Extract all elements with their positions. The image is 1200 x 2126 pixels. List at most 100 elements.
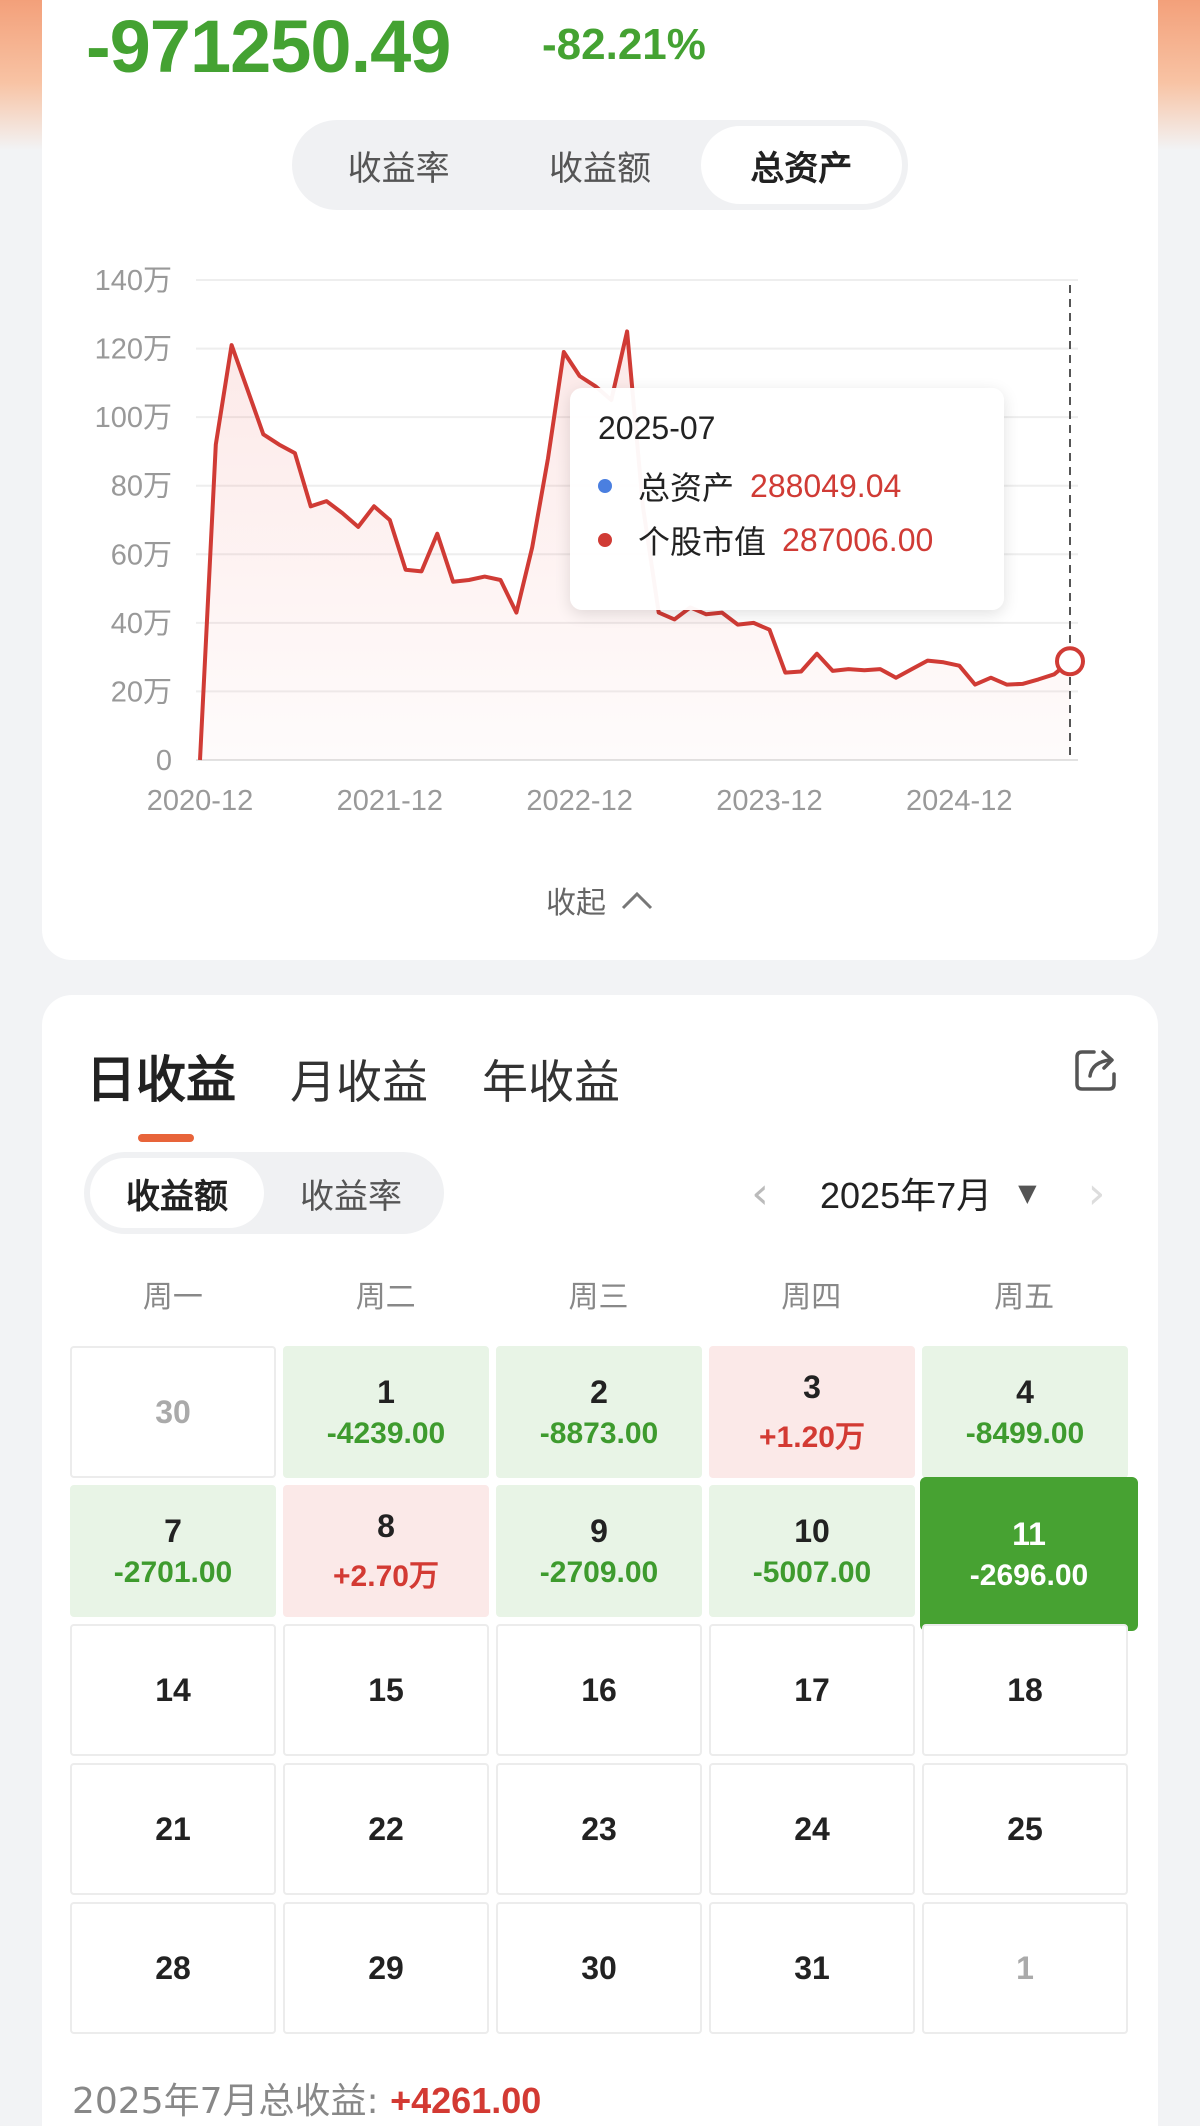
calendar-day-profit: +1.20万 (759, 1420, 865, 1454)
calendar-day-profit: +2.70万 (333, 1559, 439, 1593)
calendar-day-cell[interactable]: 29 (283, 1902, 489, 2034)
tooltip-row-name: 总资产 (638, 469, 735, 507)
chevron-right-icon[interactable]: › (1087, 1167, 1106, 1219)
x-tick-label: 2021-12 (337, 785, 443, 817)
tab-yearly-profit[interactable]: 年收益 (482, 1055, 620, 1109)
tab-daily-profit[interactable]: 日收益 (86, 1040, 236, 1142)
calendar-day-number: 28 (155, 1949, 191, 1986)
calendar-day-number: 30 (155, 1393, 191, 1430)
highlight-point (1055, 646, 1085, 677)
calendar-day-number: 17 (794, 1671, 830, 1708)
calendar-day-cell[interactable]: 14 (70, 1624, 276, 1756)
calendar-day-number: 3 (803, 1368, 821, 1405)
calendar-day-number: 2 (590, 1373, 608, 1410)
chart-tooltip: 2025-07 总资产 288049.04 个股市值 287006.00 (570, 388, 1004, 610)
month-navigator: ‹ 2025年7月 ▼ › (740, 1160, 1117, 1226)
calendar-day-number: 9 (590, 1512, 608, 1549)
calendar-day-cell[interactable]: 1 (922, 1902, 1128, 2034)
tooltip-date: 2025-07 (598, 410, 716, 446)
y-tick-label: 120万 (95, 334, 172, 366)
calendar-day-cell[interactable]: 31 (709, 1902, 915, 2034)
collapse-label: 收起 (546, 886, 606, 921)
calendar-day-cell[interactable]: 3 +1.20万 (709, 1346, 915, 1478)
calendar-day-number: 4 (1016, 1373, 1034, 1410)
calendar-day-cell[interactable]: 24 (709, 1763, 915, 1895)
month-total-summary: 2025年7月总收益: +4261.00 (72, 2072, 541, 2124)
tab-total-assets[interactable]: 总资产 (700, 126, 902, 204)
calendar-day-cell[interactable]: 11 -2696.00 (920, 1477, 1138, 1631)
calendar-day-number: 8 (377, 1507, 395, 1544)
calendar-day-number: 24 (794, 1810, 830, 1847)
tab-return-rate[interactable]: 收益率 (347, 148, 450, 189)
calendar-day-cell[interactable]: 30 (70, 1346, 276, 1478)
summary-label: 2025年7月总收益: (72, 2081, 379, 2122)
tooltip-row-total-assets: 总资产 288049.04 (598, 459, 976, 513)
calendar-day-number: 10 (794, 1512, 830, 1549)
calendar-day-profit: -2701.00 (113, 1555, 233, 1589)
header-glow-left (0, 0, 44, 150)
y-tick-label: 100万 (95, 402, 172, 434)
calendar-day-number: 18 (1007, 1671, 1043, 1708)
calendar-day-cell[interactable]: 21 (70, 1763, 276, 1895)
calendar-day-number: 1 (1016, 1949, 1034, 1986)
y-tick-label: 140万 (95, 265, 172, 297)
red-dot-icon (598, 533, 612, 547)
calendar-day-cell[interactable]: 23 (496, 1763, 702, 1895)
calendar-day-cell[interactable]: 2 -8873.00 (496, 1346, 702, 1478)
chevron-left-icon[interactable]: ‹ (751, 1167, 769, 1219)
tooltip-row-name: 个股市值 (638, 523, 767, 561)
calendar-day-cell[interactable]: 17 (709, 1624, 915, 1756)
weekday-label: 周三 (568, 1280, 629, 1315)
month-picker[interactable]: 2025年7月 (820, 1175, 993, 1216)
share-icon[interactable] (1072, 1046, 1120, 1094)
y-tick-label: 60万 (111, 539, 172, 571)
weekday-label: 周一 (142, 1280, 203, 1315)
calendar-day-number: 7 (164, 1512, 182, 1549)
calendar-day-cell[interactable]: 18 (922, 1624, 1128, 1756)
calendar-day-number: 21 (155, 1810, 191, 1847)
collapse-chart-button[interactable]: 收起 (0, 878, 1200, 922)
calendar-day-number: 25 (1007, 1810, 1043, 1847)
x-tick-label: 2023-12 (716, 785, 822, 817)
calendar-day-cell[interactable]: 7 -2701.00 (70, 1485, 276, 1617)
y-tick-label: 0 (156, 745, 172, 777)
tab-profit-rate[interactable]: 收益率 (300, 1176, 402, 1217)
tab-profit-amount[interactable]: 收益额 (90, 1158, 264, 1228)
calendar-day-cell[interactable]: 15 (283, 1624, 489, 1756)
summary-value: +4261.00 (390, 2080, 542, 2121)
tab-monthly-profit[interactable]: 月收益 (290, 1055, 428, 1109)
calendar-day-number: 14 (155, 1671, 191, 1708)
calendar-day-cell[interactable]: 25 (922, 1763, 1128, 1895)
calendar-day-cell[interactable]: 16 (496, 1624, 702, 1756)
calendar-day-cell[interactable]: 30 (496, 1902, 702, 2034)
calendar-day-cell[interactable]: 1 -4239.00 (283, 1346, 489, 1478)
calendar-mode-switch: 收益额 收益率 (84, 1152, 444, 1234)
total-profit-percent: -82.21% (542, 20, 706, 69)
calendar-day-cell[interactable]: 28 (70, 1902, 276, 2034)
calendar-day-cell[interactable]: 4 -8499.00 (922, 1346, 1128, 1478)
calendar-day-profit: -4239.00 (326, 1416, 446, 1450)
weekday-label: 周四 (781, 1280, 842, 1315)
blue-dot-icon (598, 479, 612, 493)
calendar-day-number: 30 (581, 1949, 617, 1986)
calendar-day-number: 1 (377, 1373, 395, 1410)
calendar-day-cell[interactable]: 22 (283, 1763, 489, 1895)
calendar-day-profit: -2696.00 (969, 1558, 1089, 1592)
calendar-day-cell[interactable]: 8 +2.70万 (283, 1485, 489, 1617)
header-glow-right (1156, 0, 1200, 150)
y-tick-label: 20万 (111, 676, 172, 708)
tooltip-row-value: 287006.00 (782, 521, 934, 558)
weekday-header: 周一 周二 周三 周四 周五 (70, 1272, 1134, 1316)
tab-return-amount[interactable]: 收益额 (548, 148, 651, 189)
calendar-day-profit: -5007.00 (752, 1555, 872, 1589)
total-profit-value: -971250.49 (86, 5, 451, 88)
x-tick-label: 2024-12 (906, 785, 1012, 817)
caret-down-icon[interactable]: ▼ (1018, 1179, 1037, 1207)
y-tick-label: 80万 (111, 471, 172, 503)
x-tick-label: 2020-12 (147, 785, 253, 817)
calendar-day-profit: -8499.00 (965, 1416, 1085, 1450)
tooltip-row-value: 288049.04 (750, 467, 902, 504)
weekday-label: 周五 (994, 1280, 1055, 1315)
calendar-day-cell[interactable]: 9 -2709.00 (496, 1485, 702, 1617)
calendar-day-cell[interactable]: 10 -5007.00 (709, 1485, 915, 1617)
